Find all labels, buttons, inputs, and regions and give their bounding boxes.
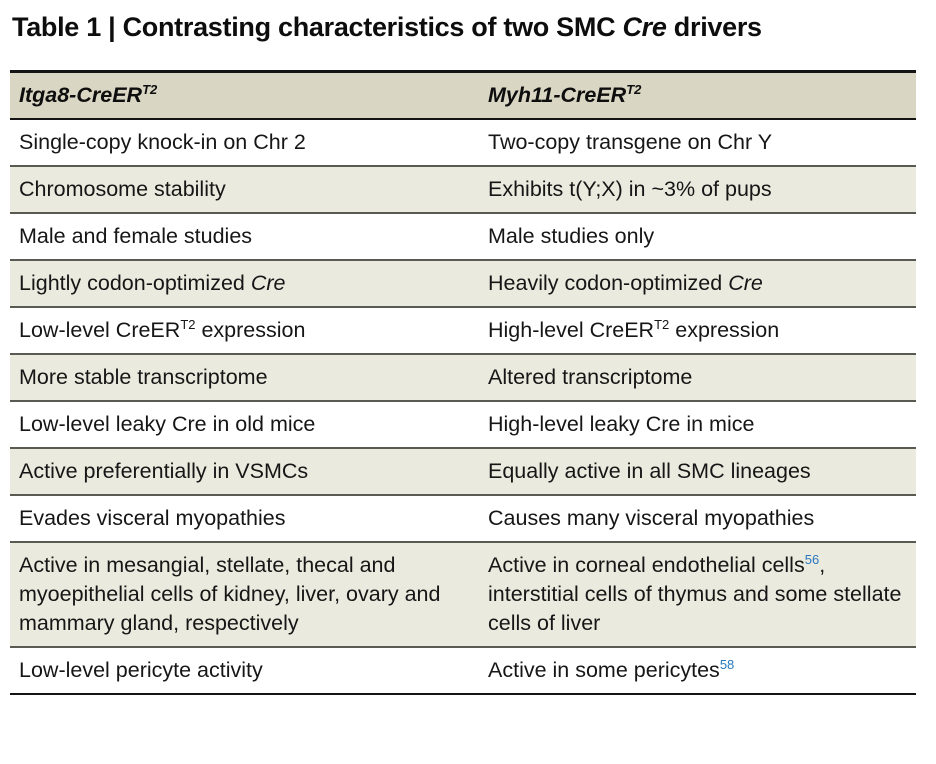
text-segment: drivers bbox=[666, 12, 762, 42]
cell-itga8: Evades visceral myopathies bbox=[10, 504, 478, 533]
page-title: Table 1 | Contrasting characteristics of… bbox=[12, 10, 918, 44]
cell-itga8: Active preferentially in VSMCs bbox=[10, 457, 478, 486]
cell-myh11: Active in corneal endothelial cells56, i… bbox=[478, 551, 916, 638]
text-segment: Low-level CreER bbox=[19, 318, 181, 342]
text-segment: High-level leaky Cre in mice bbox=[488, 412, 755, 436]
text-segment: Exhibits t(Y;X) in ~3% of pups bbox=[488, 177, 772, 201]
text-segment: Male studies only bbox=[488, 224, 655, 248]
cell-itga8: Chromosome stability bbox=[10, 175, 478, 204]
table-body: Single-copy knock-in on Chr 2 Two-copy tr… bbox=[10, 120, 916, 693]
cell-myh11: Equally active in all SMC lineages bbox=[478, 457, 916, 486]
text-segment: Low-level leaky Cre in old mice bbox=[19, 412, 316, 436]
table-row: Active preferentially in VSMCs Equally ac… bbox=[10, 449, 916, 496]
cell-myh11: Male studies only bbox=[478, 222, 916, 251]
text-segment: Altered transcriptome bbox=[488, 365, 693, 389]
table-row: Chromosome stability Exhibits t(Y;X) in ~… bbox=[10, 167, 916, 214]
italic-text: Cre bbox=[622, 12, 667, 42]
text-segment: Chromosome stability bbox=[19, 177, 226, 201]
text-segment: , interstitial cells of thymus and some … bbox=[488, 553, 902, 635]
text-segment: Table 1 | Contrasting characteristics of… bbox=[12, 12, 623, 42]
text-segment: expression bbox=[195, 318, 306, 342]
text-segment: Active in some pericytes bbox=[488, 658, 720, 682]
cell-myh11: Active in some pericytes58 bbox=[478, 656, 916, 685]
table-row: Low-level leaky Cre in old mice High-leve… bbox=[10, 402, 916, 449]
text-segment: Two-copy transgene on Chr Y bbox=[488, 130, 773, 154]
text-segment: Itga8-CreER bbox=[19, 83, 143, 107]
text-segment: Active in mesangial, stellate, thecal an… bbox=[19, 553, 441, 635]
cell-myh11: Heavily codon-optimized Cre bbox=[478, 269, 916, 298]
table-row: More stable transcriptome Altered transcr… bbox=[10, 355, 916, 402]
header-cell-itga8-creer: Itga8-CreERT2 bbox=[10, 81, 478, 110]
cell-itga8: Low-level CreERT2 expression bbox=[10, 316, 478, 345]
superscript-text: T2 bbox=[180, 317, 196, 332]
cell-itga8: More stable transcriptome bbox=[10, 363, 478, 392]
table-header-row: Itga8-CreERT2 Myh11-CreERT2 bbox=[10, 73, 916, 120]
cell-myh11: Two-copy transgene on Chr Y bbox=[478, 128, 916, 157]
text-segment: Male and female studies bbox=[19, 224, 253, 248]
table-row: Low-level pericyte activity Active in som… bbox=[10, 648, 916, 693]
text-segment: Lightly codon-optimized bbox=[19, 271, 251, 295]
italic-text: Cre bbox=[728, 271, 763, 295]
comparison-table: Itga8-CreERT2 Myh11-CreERT2 Single-copy … bbox=[10, 70, 916, 695]
cell-myh11: High-level leaky Cre in mice bbox=[478, 410, 916, 439]
reference-superscript-link[interactable]: 58 bbox=[719, 657, 735, 672]
table-row: Single-copy knock-in on Chr 2 Two-copy tr… bbox=[10, 120, 916, 167]
text-segment: Evades visceral myopathies bbox=[19, 506, 286, 530]
reference-superscript-link[interactable]: 56 bbox=[804, 552, 820, 567]
cell-itga8: Male and female studies bbox=[10, 222, 478, 251]
italic-text: Cre bbox=[250, 271, 286, 295]
table-row: Low-level CreERT2 expression High-level C… bbox=[10, 308, 916, 355]
text-segment: Active preferentially in VSMCs bbox=[19, 459, 309, 483]
table-row: Lightly codon-optimized Cre Heavily codon… bbox=[10, 261, 916, 308]
cell-itga8: Low-level leaky Cre in old mice bbox=[10, 410, 478, 439]
text-segment: Low-level pericyte activity bbox=[19, 658, 263, 682]
text-segment: Single-copy knock-in on Chr 2 bbox=[19, 130, 306, 154]
header-cell-myh11-creer: Myh11-CreERT2 bbox=[478, 81, 916, 110]
text-segment: Causes many visceral myopathies bbox=[488, 506, 815, 530]
cell-itga8: Single-copy knock-in on Chr 2 bbox=[10, 128, 478, 157]
table-row: Active in mesangial, stellate, thecal an… bbox=[10, 543, 916, 648]
text-segment: Myh11-CreER bbox=[488, 83, 627, 107]
superscript-text: T2 bbox=[654, 317, 670, 332]
table-row: Evades visceral myopathies Causes many vi… bbox=[10, 496, 916, 543]
cell-myh11: High-level CreERT2 expression bbox=[478, 316, 916, 345]
text-segment: Active in corneal endothelial cells bbox=[488, 553, 805, 577]
cell-itga8: Active in mesangial, stellate, thecal an… bbox=[10, 551, 478, 638]
text-segment: High-level CreER bbox=[488, 318, 655, 342]
cell-myh11: Exhibits t(Y;X) in ~3% of pups bbox=[478, 175, 916, 204]
text-segment: expression bbox=[669, 318, 780, 342]
cell-myh11: Causes many visceral myopathies bbox=[478, 504, 916, 533]
superscript-text: T2 bbox=[142, 82, 158, 97]
cell-itga8: Lightly codon-optimized Cre bbox=[10, 269, 478, 298]
superscript-text: T2 bbox=[626, 82, 642, 97]
text-segment: More stable transcriptome bbox=[19, 365, 268, 389]
cell-itga8: Low-level pericyte activity bbox=[10, 656, 478, 685]
table-row: Male and female studies Male studies only bbox=[10, 214, 916, 261]
cell-myh11: Altered transcriptome bbox=[478, 363, 916, 392]
text-segment: Heavily codon-optimized bbox=[488, 271, 729, 295]
text-segment: Equally active in all SMC lineages bbox=[488, 459, 811, 483]
